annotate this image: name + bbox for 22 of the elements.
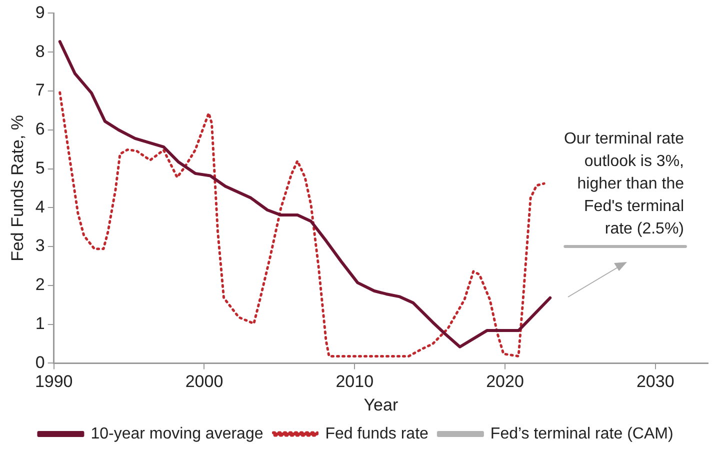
y-tick-label: 6 <box>35 120 45 139</box>
y-tick-label: 9 <box>35 2 45 22</box>
y-tick-label: 5 <box>35 158 45 178</box>
y-tick-label: 7 <box>35 80 45 100</box>
x-tick-label: 2020 <box>486 372 524 392</box>
y-tick-label: 2 <box>35 275 45 294</box>
x-tick-label: 1990 <box>34 372 73 392</box>
y-tick-label: 8 <box>35 42 45 61</box>
y-tick-label: 3 <box>35 236 45 256</box>
legend-label: Fed funds rate <box>325 425 429 442</box>
x-axis-title: Year <box>364 395 398 414</box>
legend-label: Fed’s terminal rate (CAM) <box>490 425 674 442</box>
y-tick-label: 4 <box>35 197 45 216</box>
y-axis-title: Fed Funds Rate, % <box>8 114 27 262</box>
line-series <box>58 91 546 358</box>
annotation: Our terminal rate outlook is 3%, higher than the Fed's terminal rate (2.5%) <box>564 130 684 238</box>
x-tick-label: 2010 <box>336 372 374 392</box>
x-tick-label: 2030 <box>636 372 674 392</box>
x-tick-label: 2000 <box>185 372 224 392</box>
y-tick-label: 0 <box>35 352 45 372</box>
y-tick-label: 1 <box>35 314 45 333</box>
legend-label: 10-year moving average <box>90 425 264 442</box>
